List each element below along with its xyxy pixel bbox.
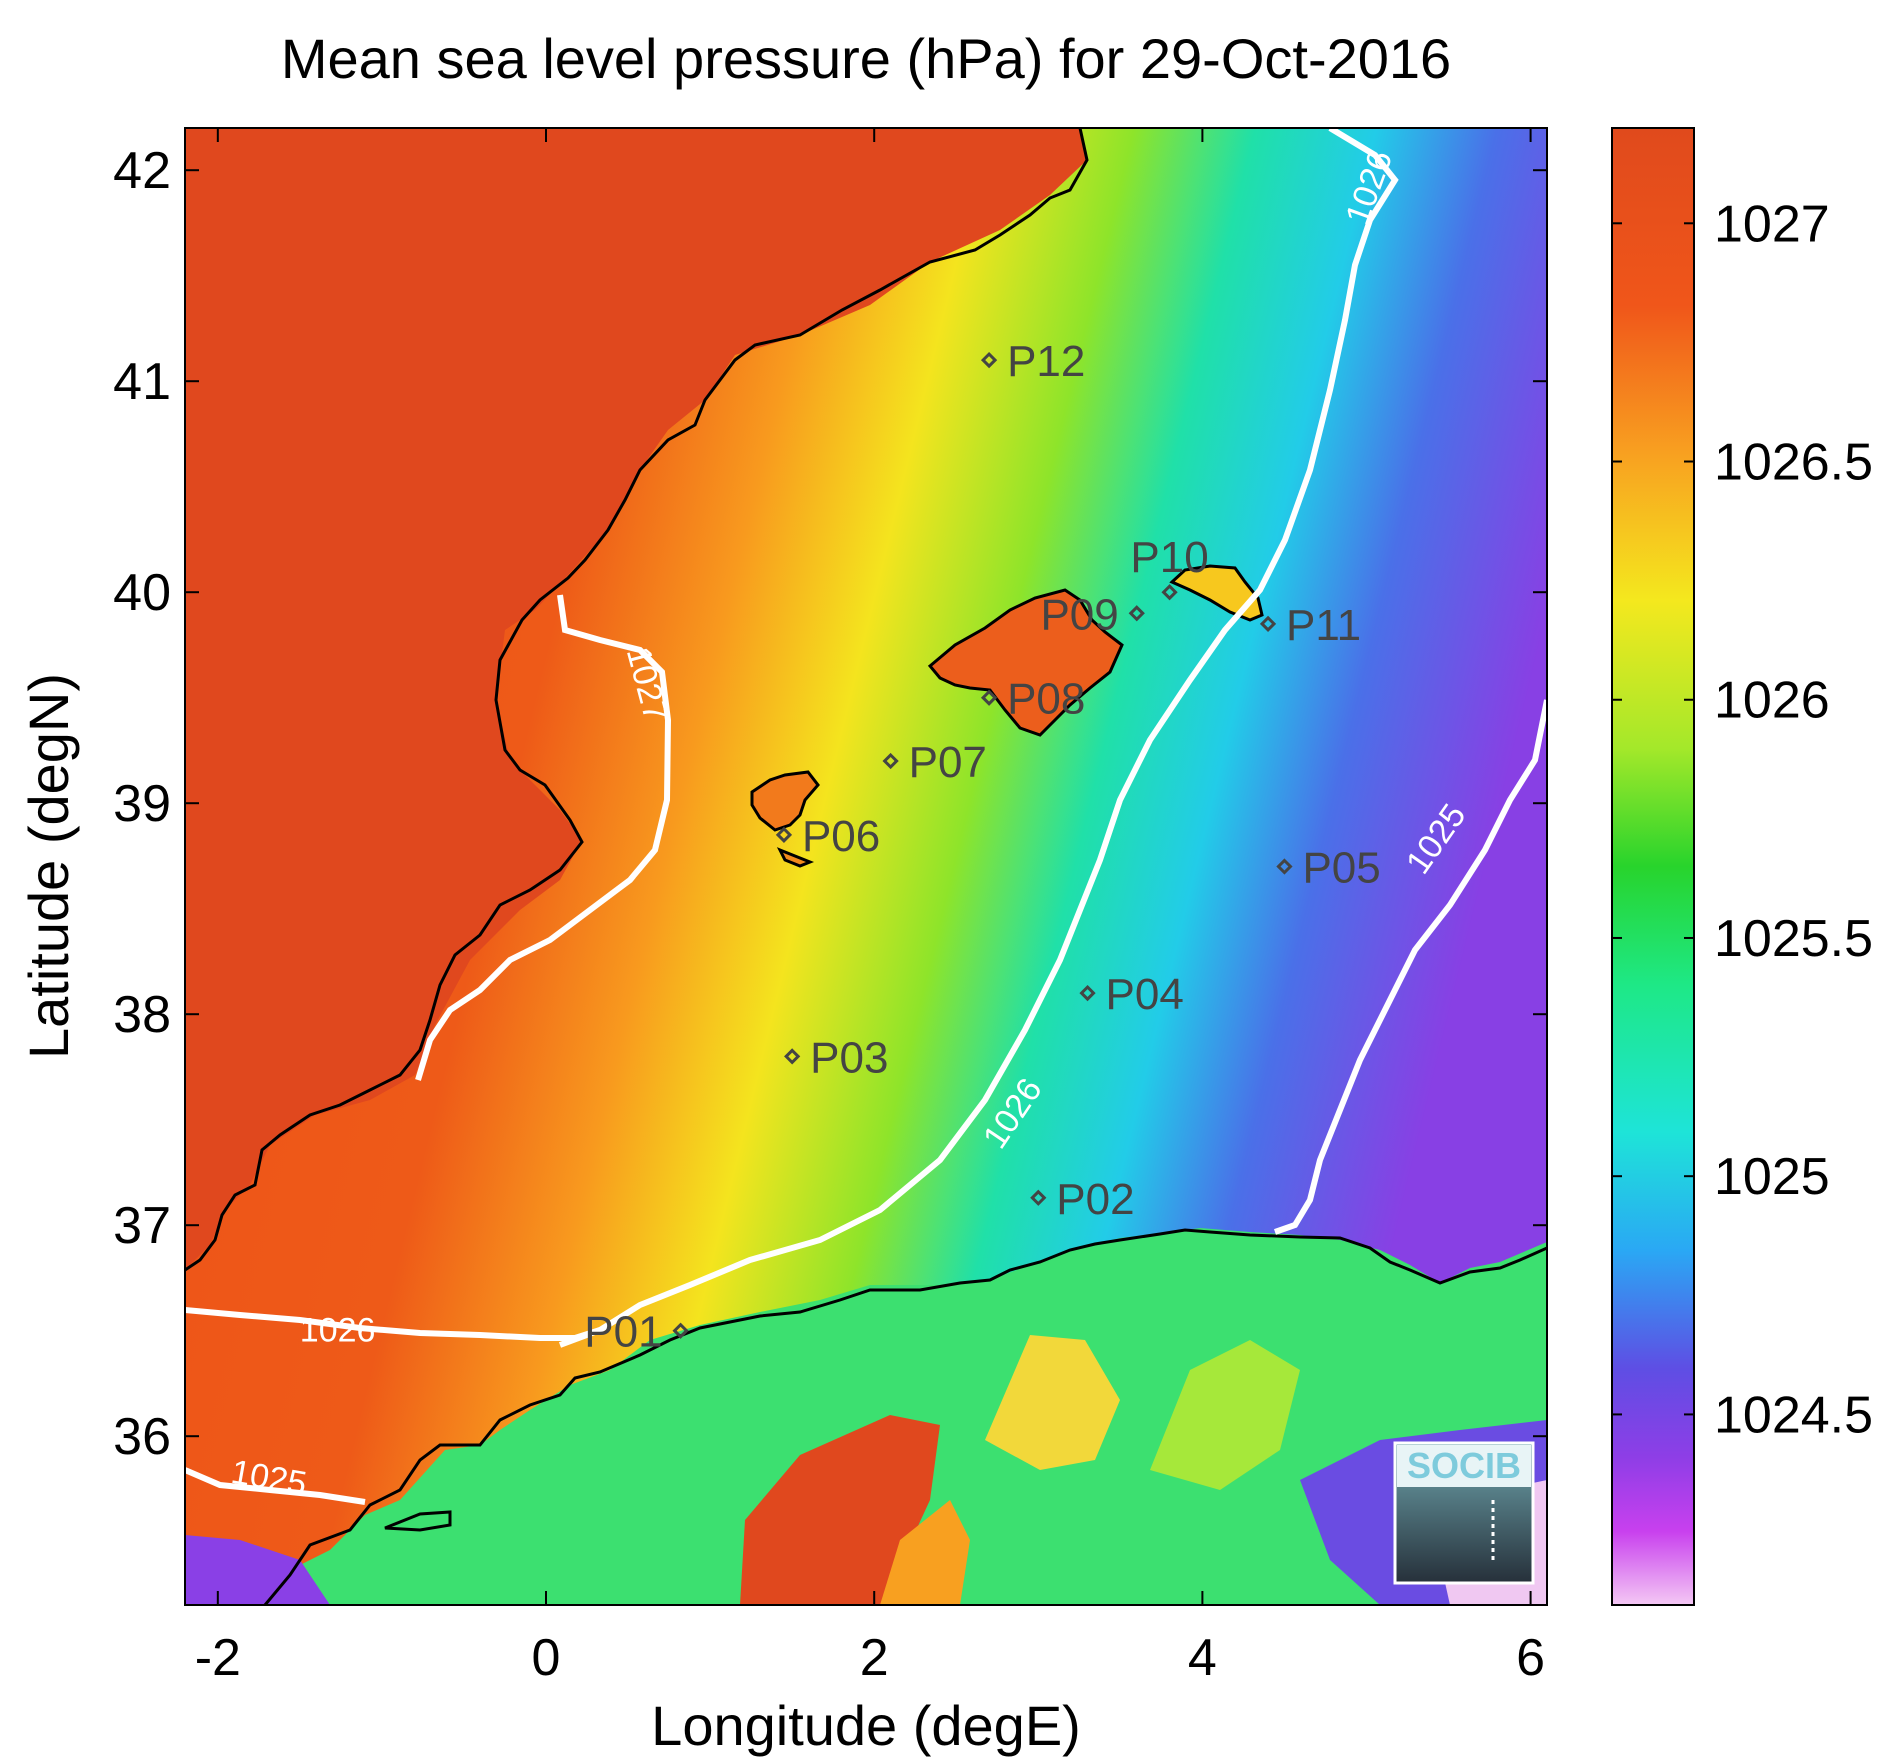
- station-label-p04: P04: [1106, 970, 1184, 1019]
- y-tick-label: 37: [113, 1197, 171, 1255]
- station-label-p02: P02: [1056, 1175, 1134, 1224]
- y-tick-label: 39: [113, 775, 171, 833]
- colorbar-tick-label: 1026.5: [1714, 434, 1873, 492]
- menorca-island: [1169, 564, 1264, 622]
- station-marker-p02: [1030, 1189, 1047, 1206]
- africa-islet: [384, 1510, 452, 1532]
- colorbar-tick-label: 1027: [1714, 195, 1830, 253]
- station-marker-p08: [980, 689, 998, 706]
- station-label-p05: P05: [1302, 844, 1380, 893]
- socib-logo-header: [1397, 1445, 1531, 1487]
- y-axis-label: Latitude (degN): [17, 673, 80, 1059]
- station-marker-p06: [775, 826, 793, 843]
- station-marker-p03: [784, 1048, 801, 1065]
- colorbar-tick-label: 1025.5: [1714, 910, 1873, 968]
- station-marker-p09: [1128, 605, 1145, 622]
- x-tick-label: 6: [1516, 1629, 1545, 1687]
- socib-logo: SOCIB: [1393, 1441, 1535, 1585]
- africa-cool-patch-1: [185, 1535, 330, 1605]
- socib-logo-text: SOCIB: [1407, 1445, 1521, 1486]
- station-label-p12: P12: [1007, 337, 1085, 386]
- x-tick-label: -2: [195, 1629, 241, 1687]
- africa-warm-patch-4: [1150, 1340, 1300, 1490]
- africa-coastline: [263, 1228, 1547, 1605]
- y-axis: 36 37 38 39 40 41 42: [113, 142, 1547, 1466]
- colorbar-tick-label: 1025: [1714, 1148, 1830, 1206]
- station-marker-p12: [980, 351, 998, 369]
- station-marker-p11: [1259, 615, 1277, 632]
- contour-1025-east-line: [1274, 699, 1547, 1235]
- x-tick-label: 4: [1188, 1629, 1217, 1687]
- contour-1027-line: [415, 594, 672, 1081]
- station-marker-p05: [1276, 858, 1293, 875]
- x-tick-label: 2: [860, 1629, 889, 1687]
- x-axis: -2 0 2 4 6: [195, 128, 1545, 1687]
- y-tick-label: 38: [113, 986, 171, 1044]
- mallorca-island: [927, 588, 1124, 737]
- station-label-p10: P10: [1130, 533, 1208, 582]
- station-label-p07: P07: [909, 738, 987, 787]
- station-marker-p10: [1161, 584, 1178, 601]
- x-tick-label: 0: [532, 1629, 561, 1687]
- africa-warm-patch-1: [740, 1415, 940, 1605]
- station-marker-p01: [672, 1322, 689, 1339]
- formentera-island: [776, 847, 815, 868]
- contour-label: 1026: [300, 1311, 376, 1349]
- map-frame: [184, 127, 1548, 1606]
- station-label-p06: P06: [802, 812, 880, 861]
- station-label-p01: P01: [584, 1308, 662, 1357]
- chart-title: Mean sea level pressure (hPa) for 29-Oct…: [281, 27, 1451, 90]
- station-marker-p07: [882, 752, 899, 770]
- africa-warm-patch-2: [880, 1500, 970, 1605]
- contour-1026-east-line: [558, 128, 1399, 1348]
- y-tick-label: 40: [113, 564, 171, 622]
- contour-1026-west-line: [185, 1307, 601, 1341]
- colorbar-ticks: 1027 1026.5 1026 1025.5 1025 1024.5: [1612, 195, 1873, 1444]
- ibiza-island: [750, 770, 820, 832]
- contour-1025-west-line: [185, 1467, 366, 1505]
- station-label-p09: P09: [1040, 590, 1118, 639]
- station-label-p08: P08: [1007, 675, 1085, 724]
- north-africa-land: [265, 1228, 1547, 1605]
- station-label-p03: P03: [810, 1033, 888, 1082]
- colorbar-tick-label: 1024.5: [1714, 1386, 1873, 1444]
- colorbar: [1611, 127, 1695, 1606]
- colorbar-tick-label: 1026: [1714, 672, 1830, 730]
- iberia-land: [185, 128, 1087, 1270]
- station-marker-p04: [1079, 984, 1096, 1002]
- africa-warm-patch-3: [985, 1335, 1120, 1470]
- iberia-coastline: [185, 128, 1089, 1272]
- y-tick-label: 36: [113, 1408, 171, 1466]
- station-label-p11: P11: [1286, 601, 1361, 650]
- x-axis-label: Longitude (degE): [651, 1694, 1081, 1757]
- y-tick-label: 42: [113, 142, 171, 200]
- y-tick-label: 41: [113, 353, 171, 411]
